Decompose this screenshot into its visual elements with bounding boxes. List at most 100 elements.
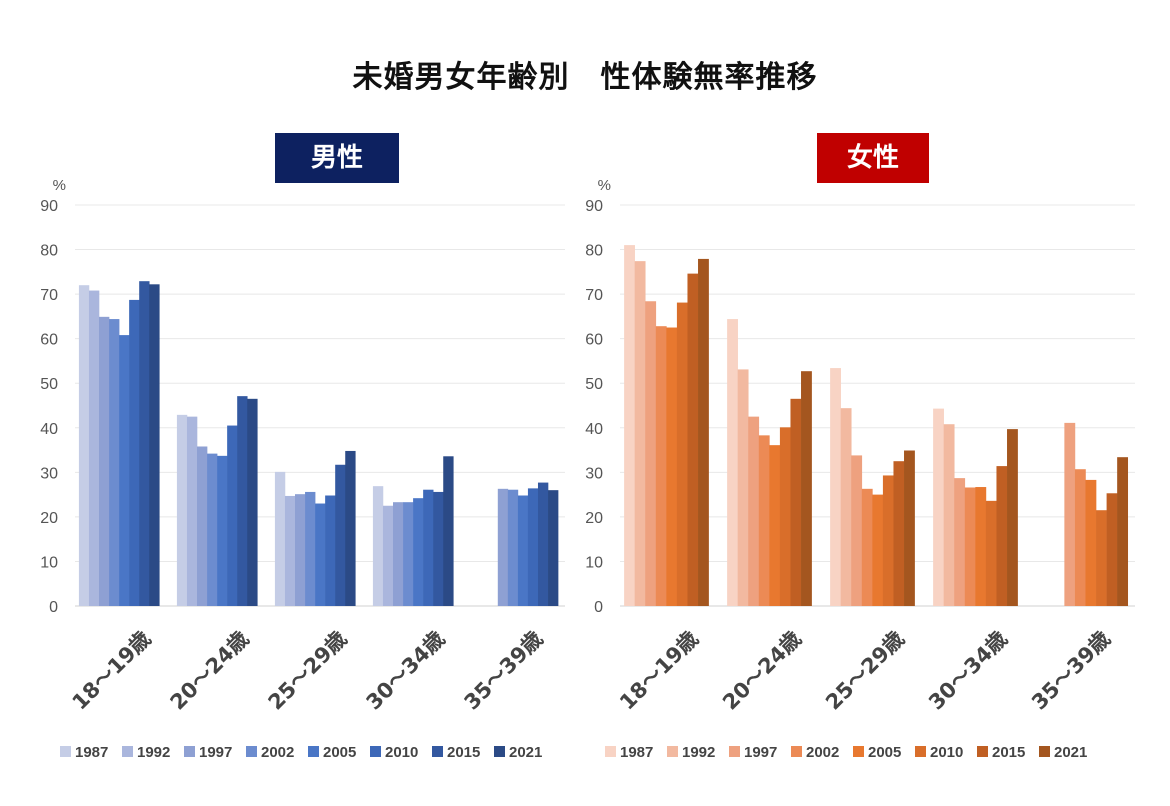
female-bar-2010-3 [985,500,997,606]
female-legend-label: 2015 [992,744,1025,761]
female-legend-swatch-2015 [977,746,988,757]
male-bar-2010-3 [423,489,434,606]
female-legend-label: 2010 [930,744,963,761]
female-bar-2015-1 [790,398,802,606]
figure-title: 未婚男女年齢別 性体験無率推移 [352,60,818,95]
female-legend-swatch-1997 [729,746,740,757]
male-y-tick-label: 40 [40,421,58,438]
male-legend-label: 1997 [199,744,232,761]
male-bar-2015-2 [335,464,346,606]
female-legend-label: 1987 [620,744,653,761]
female-legend-label: 2005 [868,744,901,761]
female-bar-2021-1 [801,371,812,606]
female-bar-2021-3 [1007,429,1018,606]
male-bar-1997-4 [497,488,509,606]
male-bar-1992-1 [186,416,198,606]
male-x-tick-label: 35〜39歳 [460,627,548,715]
female-bar-2015-0 [687,273,699,606]
female-bar-1992-3 [943,424,955,606]
female-bar-2015-4 [1106,493,1118,606]
female-bar-1987-0 [624,245,635,606]
male-bar-1987-2 [274,471,286,606]
male-bar-2002-3 [403,502,414,606]
female-bar-1997-0 [645,301,657,606]
male-bar-2005-3 [413,498,424,606]
female-bar-2010-1 [779,427,791,606]
female-bar-2005-2 [872,494,884,606]
female-legend-label: 2021 [1054,744,1087,761]
male-panel-title: 男性 [275,133,399,183]
male-y-axis-label: % [53,177,66,194]
female-legend-swatch-2005 [853,746,864,757]
female-bar-2021-0 [698,258,709,606]
female-legend-swatch-1987 [605,746,616,757]
male-legend-label: 2002 [261,744,294,761]
male-bar-2002-2 [305,491,316,606]
male-legend-swatch-2015 [432,746,443,757]
female-bar-1997-2 [851,455,863,606]
female-bar-1992-0 [634,261,646,606]
female-bar-2005-4 [1085,479,1097,606]
male-bar-2015-3 [433,491,444,606]
male-bar-2021-4 [548,490,559,606]
male-bar-2010-2 [325,495,336,606]
female-bar-2021-4 [1117,457,1129,606]
male-y-tick-label: 70 [40,287,58,304]
male-x-tick-label: 20〜24歳 [166,627,254,715]
female-x-tick-label: 20〜24歳 [718,627,806,715]
male-legend-swatch-2010 [370,746,381,757]
male-legend-swatch-1987 [60,746,71,757]
male-bar-2005-2 [315,503,326,606]
male-y-tick-label: 0 [49,599,58,616]
male-y-tick-label: 50 [40,376,58,393]
female-y-tick-label: 70 [585,287,603,304]
male-bar-2021-1 [247,398,258,606]
male-y-tick-label: 30 [40,465,58,482]
male-bar-2010-4 [527,488,539,606]
female-bar-2005-1 [769,445,781,606]
male-bar-2010-1 [227,425,238,606]
female-bar-2002-3 [964,487,976,606]
female-bar-2005-3 [975,487,987,606]
female-y-axis-label: % [598,177,611,194]
female-bar-1997-4 [1064,422,1076,606]
male-bar-1992-2 [284,495,296,606]
male-bar-2021-0 [149,284,160,606]
female-y-tick-label: 90 [585,198,603,215]
female-panel-title: 女性 [817,133,929,183]
female-y-tick-label: 30 [585,465,603,482]
male-bar-2002-0 [109,319,120,606]
male-legend-label: 2021 [509,744,542,761]
male-bar-1992-0 [88,290,100,606]
female-y-tick-label: 20 [585,510,603,527]
male-bar-1987-0 [78,285,90,606]
male-bar-2005-0 [119,335,130,606]
male-legend-swatch-1992 [122,746,133,757]
female-y-tick-label: 80 [585,243,603,260]
male-bar-2015-1 [237,396,248,606]
male-bar-2010-0 [129,299,140,606]
female-legend-swatch-2010 [915,746,926,757]
male-y-tick-label: 80 [40,243,58,260]
female-x-tick-label: 18〜19歳 [615,627,703,715]
male-x-tick-label: 25〜29歳 [264,627,352,715]
female-bar-1987-2 [830,368,841,606]
female-bar-1987-3 [933,408,944,606]
female-y-tick-label: 40 [585,421,603,438]
male-legend-swatch-2002 [246,746,257,757]
female-bar-2010-0 [676,302,688,606]
female-bar-2010-4 [1096,510,1107,606]
female-y-tick-label: 50 [585,376,603,393]
male-bar-2005-1 [217,455,228,606]
male-legend-label: 1987 [75,744,108,761]
female-bar-1992-1 [737,369,749,606]
female-bar-2002-2 [861,488,873,606]
male-bar-1997-2 [295,494,306,606]
male-bar-2005-4 [517,495,529,606]
male-y-tick-label: 10 [40,554,58,571]
male-y-tick-label: 90 [40,198,58,215]
male-x-tick-label: 18〜19歳 [68,627,156,715]
female-bar-1997-3 [954,478,966,606]
male-legend-swatch-2005 [308,746,319,757]
